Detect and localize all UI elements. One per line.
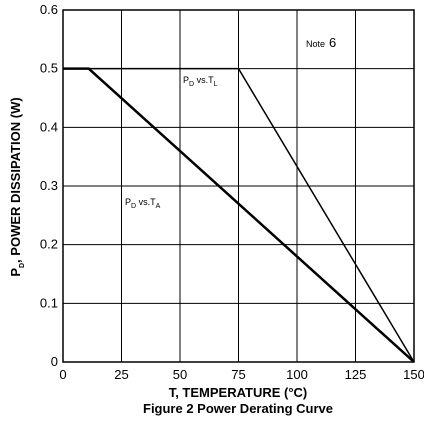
x-tick-label: 25	[114, 367, 128, 382]
grid	[63, 10, 414, 362]
y-axis-title: PD, POWER DISSIPATION (W)	[8, 97, 26, 276]
x-tick-labels: 0 25 50 75 100 125 150	[59, 367, 424, 382]
y-tick-label: 0.1	[40, 295, 58, 310]
series-label-pd-vs-tl: PD vs.TL	[183, 75, 218, 88]
x-tick-label: 125	[345, 367, 367, 382]
series-label-pd-vs-ta: PD vs.TA	[125, 197, 161, 210]
y-tick-label: 0.5	[40, 61, 58, 76]
series-line-pd-vs-tl	[63, 67, 415, 363]
x-tick-label: 50	[173, 367, 187, 382]
series-lines	[63, 67, 415, 363]
x-tick-label: 100	[286, 367, 308, 382]
y-tick-label: 0.6	[40, 2, 58, 17]
x-tick-label: 75	[231, 367, 245, 382]
x-axis-title: T, TEMPERATURE (°C)	[169, 385, 308, 400]
plot-area-border	[62, 9, 415, 363]
x-tick-label: 0	[59, 367, 66, 382]
series-line-pd-vs-ta	[63, 67, 415, 363]
figure-caption: Figure 2 Power Derating Curve	[143, 401, 333, 416]
y-tick-label: 0.3	[40, 178, 58, 193]
y-tick-labels: 0 0.1 0.2 0.3 0.4 0.5 0.6	[40, 2, 58, 369]
y-tick-label: 0.4	[40, 119, 58, 134]
y-tick-label: 0	[51, 354, 58, 369]
note-annotation: Note 6	[306, 35, 336, 50]
x-tick-label: 150	[403, 367, 424, 382]
y-tick-label: 0.2	[40, 237, 58, 252]
